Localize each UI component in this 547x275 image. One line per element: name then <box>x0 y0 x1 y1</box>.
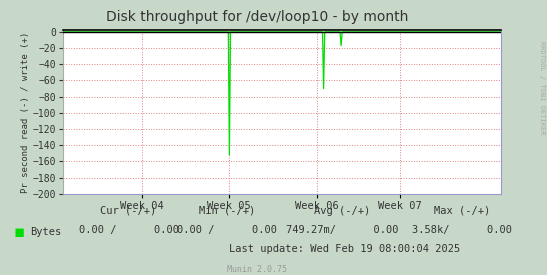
Y-axis label: Pr second read (-) / write (+): Pr second read (-) / write (+) <box>21 31 30 193</box>
Text: Disk throughput for /dev/loop10 - by month: Disk throughput for /dev/loop10 - by mon… <box>106 10 408 24</box>
Text: 0.00 /      0.00: 0.00 / 0.00 <box>177 225 277 235</box>
Text: 0.00 /      0.00: 0.00 / 0.00 <box>79 225 178 235</box>
Text: Avg (-/+): Avg (-/+) <box>314 206 370 216</box>
Text: Min (-/+): Min (-/+) <box>199 206 255 216</box>
Text: Munin 2.0.75: Munin 2.0.75 <box>227 265 287 274</box>
Text: Cur (-/+): Cur (-/+) <box>101 206 156 216</box>
Text: Max (-/+): Max (-/+) <box>434 206 490 216</box>
Text: 749.27m/      0.00: 749.27m/ 0.00 <box>286 225 398 235</box>
Text: 3.58k/      0.00: 3.58k/ 0.00 <box>412 225 512 235</box>
Text: Last update: Wed Feb 19 08:00:04 2025: Last update: Wed Feb 19 08:00:04 2025 <box>229 244 460 254</box>
Text: ▪: ▪ <box>14 223 25 241</box>
Text: Bytes: Bytes <box>30 227 61 237</box>
Text: RRDTOOL / TOBI OETIKER: RRDTOOL / TOBI OETIKER <box>539 41 545 135</box>
